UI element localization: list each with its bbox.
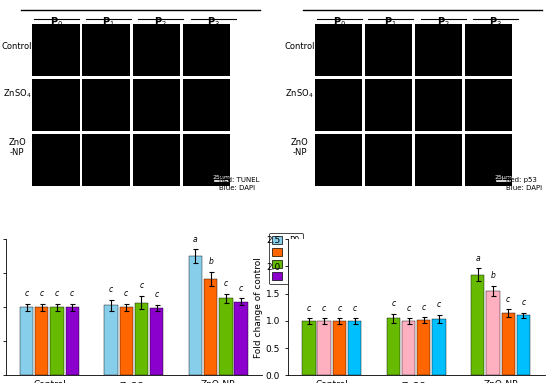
Bar xyxy=(502,313,515,375)
Text: P$_0$: P$_0$ xyxy=(333,15,346,29)
Bar xyxy=(465,134,513,186)
Text: ZnSO$_4$: ZnSO$_4$ xyxy=(285,88,314,100)
Bar xyxy=(365,134,412,186)
Bar xyxy=(417,320,431,375)
Text: c: c xyxy=(307,304,311,313)
Bar xyxy=(50,307,64,375)
Text: c: c xyxy=(109,285,113,295)
Bar xyxy=(516,316,530,375)
Text: Control: Control xyxy=(284,42,315,51)
Bar xyxy=(104,305,118,375)
Bar xyxy=(387,318,400,375)
Text: c: c xyxy=(155,290,159,299)
Text: c: c xyxy=(55,290,59,298)
Bar xyxy=(183,134,230,186)
Text: P$_2$: P$_2$ xyxy=(437,15,449,29)
Legend: P0, P1, P2, P3: P0, P1, P2, P3 xyxy=(269,232,302,284)
Bar xyxy=(133,134,180,186)
Bar xyxy=(465,24,513,75)
Bar xyxy=(317,321,331,375)
Text: Red: TUNEL
Blue: DAPI: Red: TUNEL Blue: DAPI xyxy=(219,177,260,192)
Bar xyxy=(133,79,180,131)
Text: P$_3$: P$_3$ xyxy=(207,15,220,29)
Bar xyxy=(365,24,412,75)
Text: Red: p53
Blue: DAPI: Red: p53 Blue: DAPI xyxy=(506,177,542,192)
Bar xyxy=(333,321,346,375)
Bar xyxy=(415,79,463,131)
Text: 25μm: 25μm xyxy=(212,175,230,180)
Bar xyxy=(471,275,485,375)
Bar xyxy=(65,307,79,375)
Text: c: c xyxy=(70,290,74,298)
Text: b: b xyxy=(208,257,213,267)
Bar xyxy=(82,24,130,75)
Text: c: c xyxy=(224,279,228,288)
Text: P$_1$: P$_1$ xyxy=(384,15,397,29)
Bar xyxy=(204,279,217,375)
Bar xyxy=(315,134,362,186)
Text: c: c xyxy=(437,301,441,309)
Bar xyxy=(189,256,202,375)
Bar xyxy=(32,134,80,186)
Text: c: c xyxy=(322,304,326,313)
Bar xyxy=(82,134,130,186)
Text: c: c xyxy=(422,303,426,312)
Bar xyxy=(20,307,34,375)
Text: c: c xyxy=(139,281,144,290)
Bar xyxy=(219,298,233,375)
Bar xyxy=(234,302,248,375)
Bar xyxy=(465,79,513,131)
Text: c: c xyxy=(124,290,128,298)
Text: b: b xyxy=(491,271,496,280)
Text: ZnO
-NP: ZnO -NP xyxy=(8,137,26,157)
Text: a: a xyxy=(193,235,198,244)
Bar xyxy=(183,79,230,131)
Text: ZnO
-NP: ZnO -NP xyxy=(290,137,308,157)
Text: Control: Control xyxy=(2,42,32,51)
Text: 25μm: 25μm xyxy=(494,175,513,180)
Text: c: c xyxy=(25,290,29,298)
Text: P$_1$: P$_1$ xyxy=(102,15,114,29)
Text: c: c xyxy=(337,304,342,313)
Bar xyxy=(315,79,362,131)
Text: c: c xyxy=(406,304,411,313)
Bar xyxy=(415,134,463,186)
Text: c: c xyxy=(521,298,525,307)
Text: c: c xyxy=(239,284,243,293)
Text: c: c xyxy=(391,300,395,308)
Text: a: a xyxy=(476,254,480,263)
Text: c: c xyxy=(506,295,510,303)
Text: P$_3$: P$_3$ xyxy=(490,15,502,29)
Text: P$_2$: P$_2$ xyxy=(155,15,167,29)
Text: c: c xyxy=(353,304,356,313)
Bar xyxy=(348,321,361,375)
Y-axis label: Fold change of control: Fold change of control xyxy=(254,257,263,358)
Bar xyxy=(302,321,316,375)
Bar xyxy=(402,321,415,375)
Bar xyxy=(150,308,163,375)
Bar xyxy=(35,307,48,375)
Text: c: c xyxy=(40,290,44,298)
Text: P$_0$: P$_0$ xyxy=(50,15,63,29)
Bar xyxy=(119,307,133,375)
Bar xyxy=(415,24,463,75)
Bar xyxy=(486,291,500,375)
Bar xyxy=(32,24,80,75)
Bar xyxy=(183,24,230,75)
Bar xyxy=(315,24,362,75)
Bar xyxy=(135,303,148,375)
Text: ZnSO$_4$: ZnSO$_4$ xyxy=(3,88,31,100)
Bar xyxy=(432,319,446,375)
Bar xyxy=(133,24,180,75)
Bar xyxy=(365,79,412,131)
Bar xyxy=(32,79,80,131)
Bar xyxy=(82,79,130,131)
